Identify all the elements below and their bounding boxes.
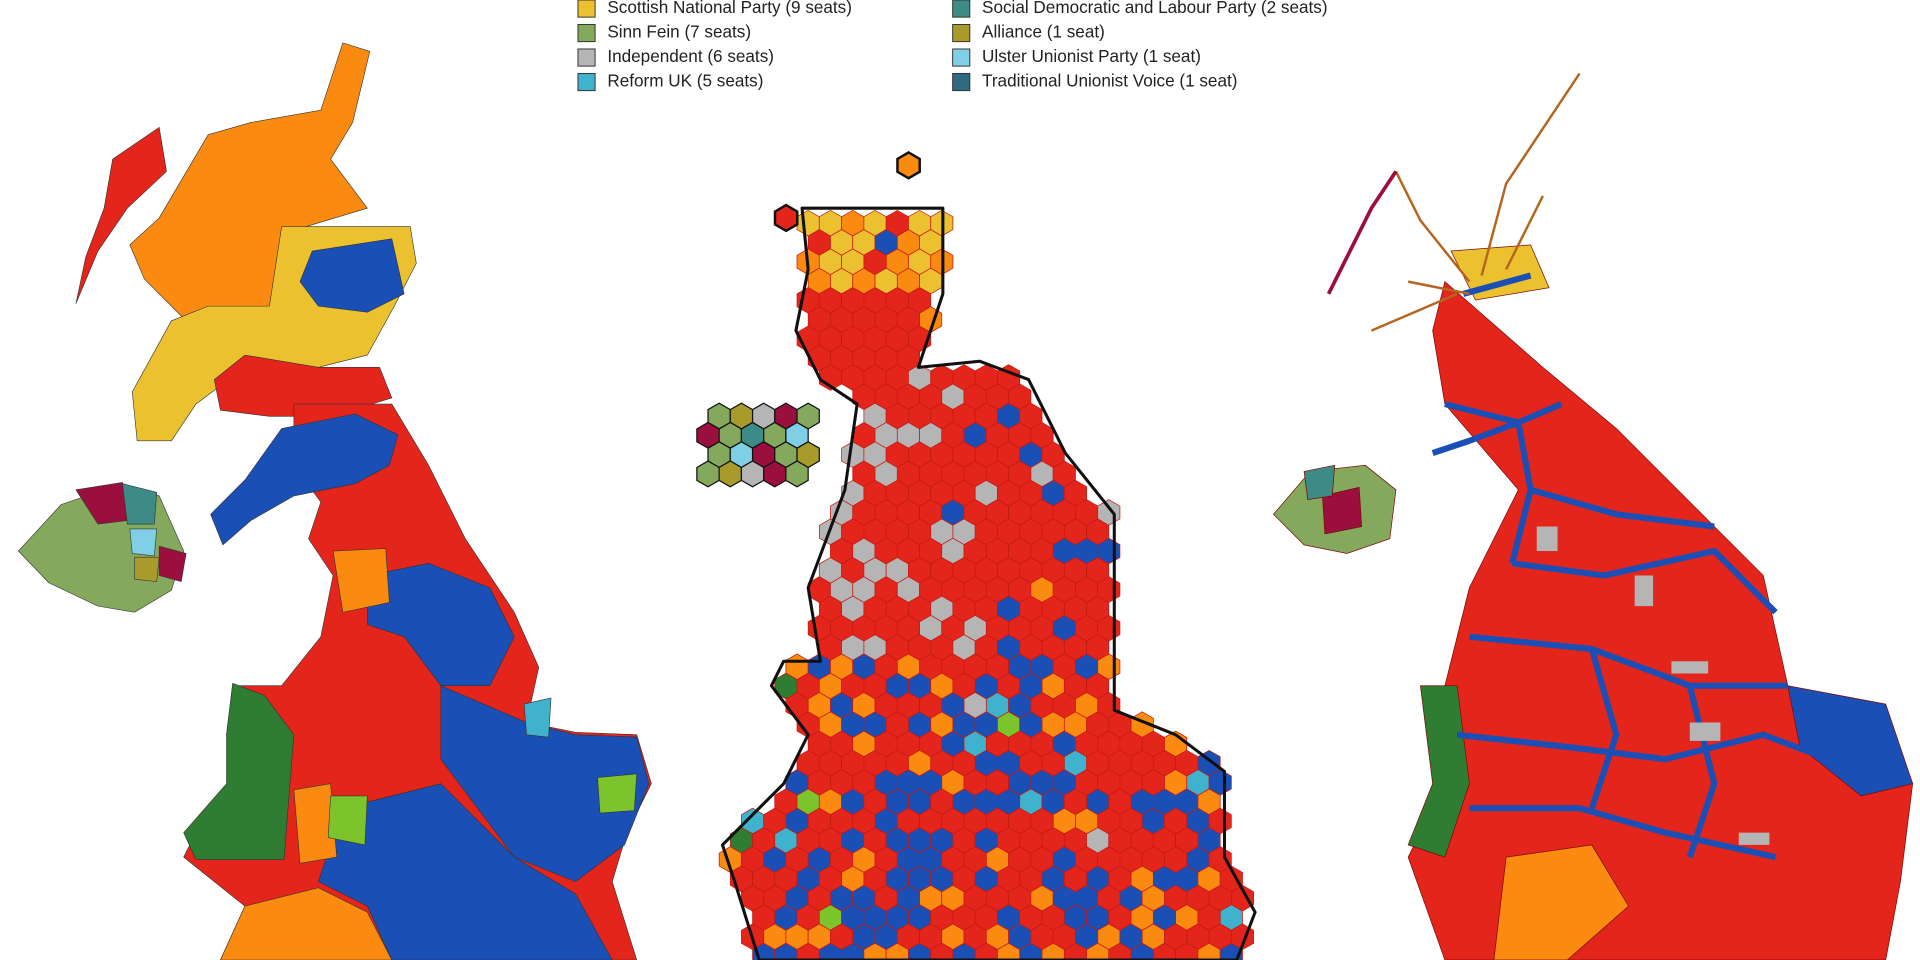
yorkshire-blue [367, 562, 515, 687]
cartogram-island [1394, 170, 1471, 283]
ni-teal [122, 483, 158, 525]
cartogram-island [1505, 195, 1544, 270]
hex-constituency [696, 460, 720, 488]
cartogram-border [1469, 805, 1777, 861]
hex-constituency [974, 942, 998, 960]
midlands-orange [293, 783, 338, 864]
legend-label: Ulster Unionist Party (1 seat) [982, 46, 1201, 66]
legend-swatch [952, 48, 971, 67]
cartogram-ni-teal [1303, 464, 1336, 501]
hex-constituency [1108, 942, 1132, 960]
cumbria-orange [332, 548, 390, 613]
legend-label: Independent (6 seats) [607, 46, 774, 66]
ni-cyan [129, 528, 158, 557]
hex-constituency [796, 942, 820, 960]
legend-label: Sinn Fein (7 seats) [607, 22, 751, 42]
hex-constituency [908, 942, 932, 960]
cartogram-grey [1689, 722, 1721, 741]
cartogram-border [1431, 419, 1520, 456]
hex-constituency [1175, 942, 1199, 960]
ni-olive [134, 556, 160, 582]
north-blue [210, 413, 399, 546]
hex-constituency [1086, 942, 1110, 960]
cartogram-scotland-top [1450, 244, 1550, 301]
hex-outline [720, 206, 1257, 960]
cartogram-island [1480, 72, 1581, 276]
cartogram-south-orange [1493, 844, 1630, 960]
legend-label: Social Democratic and Labour Party (2 se… [982, 0, 1328, 17]
midlands-lime [327, 795, 368, 846]
cartogram-border [1456, 731, 1863, 775]
outer-hebrides [75, 127, 167, 304]
legend-swatch [577, 72, 596, 92]
legend-label: Traditional Unionist Voice (1 seat) [982, 71, 1237, 91]
hex-constituency [841, 942, 865, 960]
east-blue [440, 685, 650, 882]
hex-constituency [952, 942, 976, 960]
legend-swatch [577, 24, 596, 43]
hex-constituency [785, 460, 809, 488]
cartogram-island [1370, 292, 1458, 332]
hex-constituency [863, 942, 887, 960]
legend-label: Scottish National Party (9 seats) [607, 0, 852, 17]
south-orange [220, 887, 393, 960]
legend-swatch [952, 0, 971, 18]
map-layer [18, 42, 1914, 960]
cartogram-island [1407, 280, 1470, 296]
ni-maroon-2 [158, 545, 187, 582]
legend-label: Reform UK (5 seats) [607, 71, 763, 91]
hex-constituency [1152, 942, 1176, 960]
hex-constituency [1063, 942, 1087, 960]
hex-constituency [818, 942, 842, 960]
legend-swatch [952, 72, 971, 92]
cartogram-grey [1536, 526, 1558, 552]
cartogram-border [1469, 633, 1788, 689]
cartogram-border [1686, 684, 1718, 859]
hex-constituency [1041, 942, 1065, 960]
cartogram-gb [1407, 280, 1914, 960]
hex-shetland [896, 151, 921, 180]
scotland-east-blue [299, 238, 405, 313]
cartogram-east [1787, 685, 1914, 797]
cartogram-hebrides [1326, 170, 1398, 295]
legend-label: Alliance (1 seat) [982, 22, 1105, 42]
legend-swatch [577, 48, 596, 67]
hex-hebrides [773, 203, 799, 233]
legend: Scottish National Party (9 seats) Sinn Fe… [577, 0, 1328, 92]
hex-constituency [763, 460, 787, 488]
cartogram-border [1588, 648, 1620, 810]
south-blue [318, 783, 613, 960]
cartogram-border [1529, 486, 1715, 530]
cartogram-border [1462, 272, 1532, 297]
norfolk-lime [597, 773, 638, 814]
hex-constituency [930, 942, 954, 960]
hex-constituency [774, 942, 798, 960]
lincs-cyan [523, 697, 552, 738]
hex-constituency [1019, 942, 1043, 960]
hex-constituency [885, 942, 909, 960]
cartogram-wales [1407, 685, 1470, 858]
hex-constituency [740, 460, 765, 488]
cartogram-border [1511, 547, 1778, 615]
cartogram-grey [1634, 575, 1654, 607]
legend-swatch [952, 24, 971, 43]
legend-swatch [577, 0, 596, 18]
cartogram-ni-maroon [1322, 486, 1363, 535]
hex-constituency [1130, 942, 1154, 960]
cartogram-grey [1738, 832, 1770, 845]
hex-constituency [718, 460, 743, 488]
cartogram-grey [1671, 661, 1709, 674]
hex-constituency [1197, 942, 1221, 960]
wales [183, 682, 295, 860]
hex-constituency [997, 942, 1021, 960]
